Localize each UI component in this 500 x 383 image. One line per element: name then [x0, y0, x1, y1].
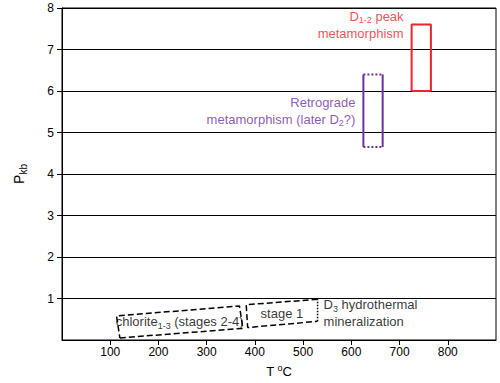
svg-text:metamorphism (later D: metamorphism (later D [207, 112, 339, 127]
svg-text:kb: kb [18, 164, 29, 175]
svg-text:2: 2 [47, 250, 54, 264]
svg-text:(stages 2-4): (stages 2-4) [171, 314, 244, 329]
svg-text:Retrograde: Retrograde [290, 95, 355, 110]
svg-text:3: 3 [333, 303, 338, 314]
svg-text:D: D [324, 297, 333, 312]
svg-text:200: 200 [148, 345, 168, 359]
svg-text:D: D [349, 9, 358, 24]
svg-text:300: 300 [197, 345, 217, 359]
svg-text:8: 8 [47, 1, 54, 15]
svg-text:o: o [277, 362, 283, 373]
svg-text:C: C [283, 364, 292, 379]
svg-text:4: 4 [47, 167, 54, 181]
svg-text:400: 400 [245, 345, 265, 359]
svg-text:5: 5 [47, 126, 54, 140]
svg-text:?): ?) [344, 112, 356, 127]
svg-text:metamorphism: metamorphism [318, 26, 404, 41]
svg-text:T: T [266, 364, 277, 379]
svg-text:peak: peak [372, 9, 404, 24]
svg-text:stage 1: stage 1 [261, 306, 304, 321]
svg-text:500: 500 [293, 345, 313, 359]
svg-text:mineralization: mineralization [324, 314, 404, 329]
svg-text:1-2: 1-2 [359, 15, 372, 25]
svg-text:7: 7 [47, 43, 54, 57]
svg-text:hydrothermal: hydrothermal [338, 297, 418, 312]
svg-text:1-3: 1-3 [158, 321, 171, 331]
svg-text:chlorite: chlorite [116, 314, 158, 329]
svg-text:800: 800 [438, 345, 458, 359]
svg-text:700: 700 [390, 345, 410, 359]
svg-text:100: 100 [100, 345, 120, 359]
svg-text:P: P [11, 175, 27, 184]
svg-text:6: 6 [47, 84, 54, 98]
svg-text:2: 2 [339, 118, 344, 128]
svg-text:3: 3 [47, 209, 54, 223]
svg-text:1: 1 [47, 292, 54, 306]
svg-text:600: 600 [341, 345, 361, 359]
